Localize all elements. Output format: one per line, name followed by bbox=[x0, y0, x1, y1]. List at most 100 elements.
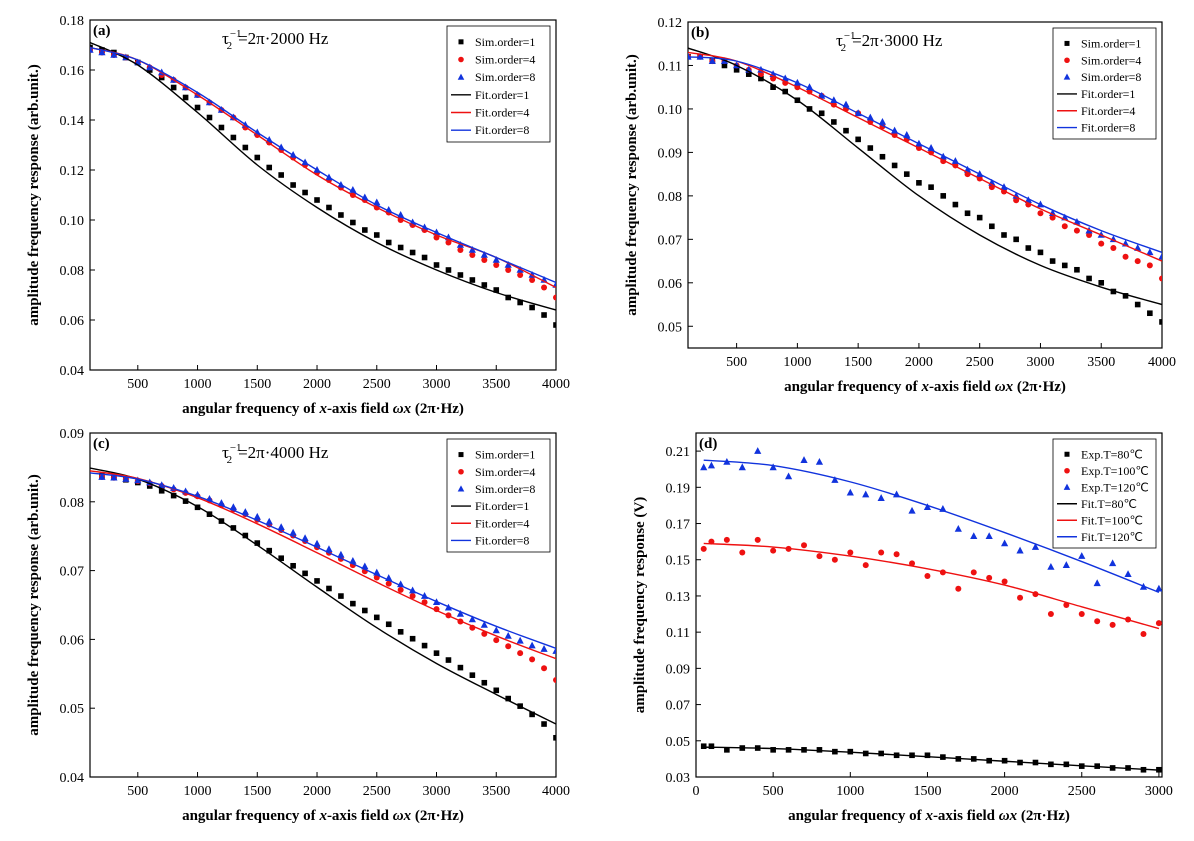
series-fit-order-4 bbox=[688, 51, 1162, 262]
data-point-triangle bbox=[552, 647, 556, 654]
data-point-square bbox=[1159, 319, 1162, 325]
data-point-triangle bbox=[815, 457, 824, 465]
fit-curve bbox=[688, 47, 1162, 306]
data-point-circle bbox=[924, 573, 931, 580]
data-point-circle bbox=[529, 656, 536, 663]
y-tick-label: 0.03 bbox=[666, 771, 691, 786]
plot-frame bbox=[89, 19, 557, 371]
data-point-square bbox=[254, 540, 261, 546]
data-point-square bbox=[1074, 266, 1080, 273]
data-point-circle bbox=[1110, 245, 1117, 252]
data-point-triangle bbox=[831, 476, 839, 483]
data-point-circle bbox=[1140, 630, 1147, 637]
x-tick-label: 1500 bbox=[243, 784, 271, 799]
legend-square-swatch bbox=[1064, 40, 1070, 46]
data-point-square bbox=[952, 201, 959, 208]
data-point-square bbox=[350, 600, 356, 607]
x-tick-label: 3500 bbox=[1087, 355, 1115, 370]
data-point-circle bbox=[553, 294, 556, 301]
x-label-part: angular frequency of bbox=[784, 379, 921, 395]
data-point-square bbox=[362, 607, 368, 614]
x-tick-label: 500 bbox=[127, 784, 148, 799]
y-tick-label: 0.06 bbox=[658, 277, 683, 292]
data-point-square bbox=[1134, 301, 1141, 308]
data-point-square bbox=[397, 629, 404, 635]
x-tick-label: 3500 bbox=[482, 377, 510, 392]
data-point-circle bbox=[739, 549, 746, 556]
y-tick-label: 0.08 bbox=[60, 264, 85, 279]
data-point-square bbox=[1025, 245, 1032, 251]
y-tick-label: 0.12 bbox=[658, 16, 683, 31]
data-point-triangle bbox=[361, 562, 369, 570]
tau-subscript: 2 bbox=[227, 454, 233, 466]
x-tick-label: 500 bbox=[127, 377, 148, 392]
tau-annotation: τ−1 2 =2π·3000 Hz bbox=[836, 30, 943, 54]
legend-square-swatch bbox=[1064, 451, 1070, 457]
data-point-square bbox=[529, 711, 535, 718]
tau-symbol: τ bbox=[836, 31, 843, 50]
data-point-square bbox=[302, 189, 308, 196]
series-fit-order-1 bbox=[90, 467, 556, 725]
y-tick-label: 0.06 bbox=[60, 314, 85, 329]
y-tick-label: 0.11 bbox=[666, 626, 690, 641]
x-tick-label: 1500 bbox=[844, 355, 872, 370]
series-fit-order-1 bbox=[90, 41, 556, 311]
legend: Sim.order=1 Sim.order=4 Sim.order=8 Fit.ord… bbox=[446, 25, 551, 143]
data-point-triangle bbox=[480, 251, 488, 258]
x-tick-label: 1500 bbox=[243, 377, 271, 392]
fit-curve bbox=[90, 41, 556, 311]
data-point-square bbox=[816, 747, 823, 753]
data-point-triangle bbox=[313, 539, 321, 547]
y-tick-label: 0.04 bbox=[60, 364, 85, 379]
data-point-circle bbox=[847, 549, 854, 556]
x-tick-label: 3000 bbox=[423, 784, 451, 799]
fit-curve bbox=[703, 746, 1159, 771]
data-point-square bbox=[928, 184, 934, 190]
legend-label: Sim.order=4 bbox=[1081, 53, 1141, 67]
data-point-triangle bbox=[1024, 196, 1032, 204]
data-point-triangle bbox=[818, 91, 826, 99]
y-tick-label: 0.05 bbox=[60, 702, 85, 717]
x-label-var: x bbox=[924, 808, 933, 824]
y-tick-label: 0.07 bbox=[666, 699, 691, 714]
data-point-square bbox=[362, 227, 368, 233]
data-point-square bbox=[1147, 310, 1153, 317]
data-point-square bbox=[314, 197, 320, 203]
legend: Exp.T=80℃ Exp.T=100℃ Exp.T=120℃ Fit.T=80℃ Fi… bbox=[1052, 438, 1157, 549]
x-label-unit: (2π·Hz) bbox=[411, 808, 464, 824]
data-point-square bbox=[338, 593, 344, 599]
x-label-part: -axis field bbox=[933, 808, 999, 824]
data-point-triangle bbox=[908, 506, 916, 514]
data-point-square bbox=[553, 322, 556, 328]
data-point-circle bbox=[1061, 223, 1068, 230]
data-point-square bbox=[1049, 258, 1056, 264]
x-tick-label: 4000 bbox=[542, 784, 570, 799]
data-point-square bbox=[445, 267, 452, 273]
data-point-square bbox=[457, 272, 464, 278]
x-tick-label: 1500 bbox=[913, 784, 941, 799]
data-point-square bbox=[891, 162, 898, 169]
data-point-square bbox=[733, 67, 740, 73]
y-tick-label: 0.05 bbox=[658, 320, 683, 335]
data-point-square bbox=[879, 153, 886, 160]
x-tick-label: 2000 bbox=[303, 784, 331, 799]
legend-label: Fit.order=4 bbox=[1081, 104, 1135, 118]
data-point-triangle bbox=[700, 463, 708, 471]
series-fit-t-120- bbox=[703, 459, 1160, 593]
data-point-triangle bbox=[265, 517, 273, 525]
data-point-square bbox=[266, 547, 273, 554]
data-point-square bbox=[964, 210, 971, 217]
data-point-circle bbox=[1013, 197, 1020, 204]
data-point-circle bbox=[1001, 578, 1008, 585]
data-point-square bbox=[700, 743, 707, 750]
legend-circle-swatch bbox=[1064, 57, 1070, 64]
y-tick-label: 0.19 bbox=[666, 481, 691, 496]
data-point-circle bbox=[909, 560, 916, 567]
data-point-triangle bbox=[1093, 579, 1101, 587]
y-tick-label: 0.15 bbox=[666, 554, 691, 569]
y-axis-label: amplitude frequency response (arb.unit.) bbox=[26, 474, 42, 736]
series-fit-order-8 bbox=[688, 56, 1162, 254]
data-point-square bbox=[553, 734, 556, 741]
data-point-circle bbox=[1155, 620, 1162, 627]
chart-panel-c: 500 1000 1500 2000 2500 3000 3500 4000 0.04 0.05 0… bbox=[26, 427, 570, 824]
